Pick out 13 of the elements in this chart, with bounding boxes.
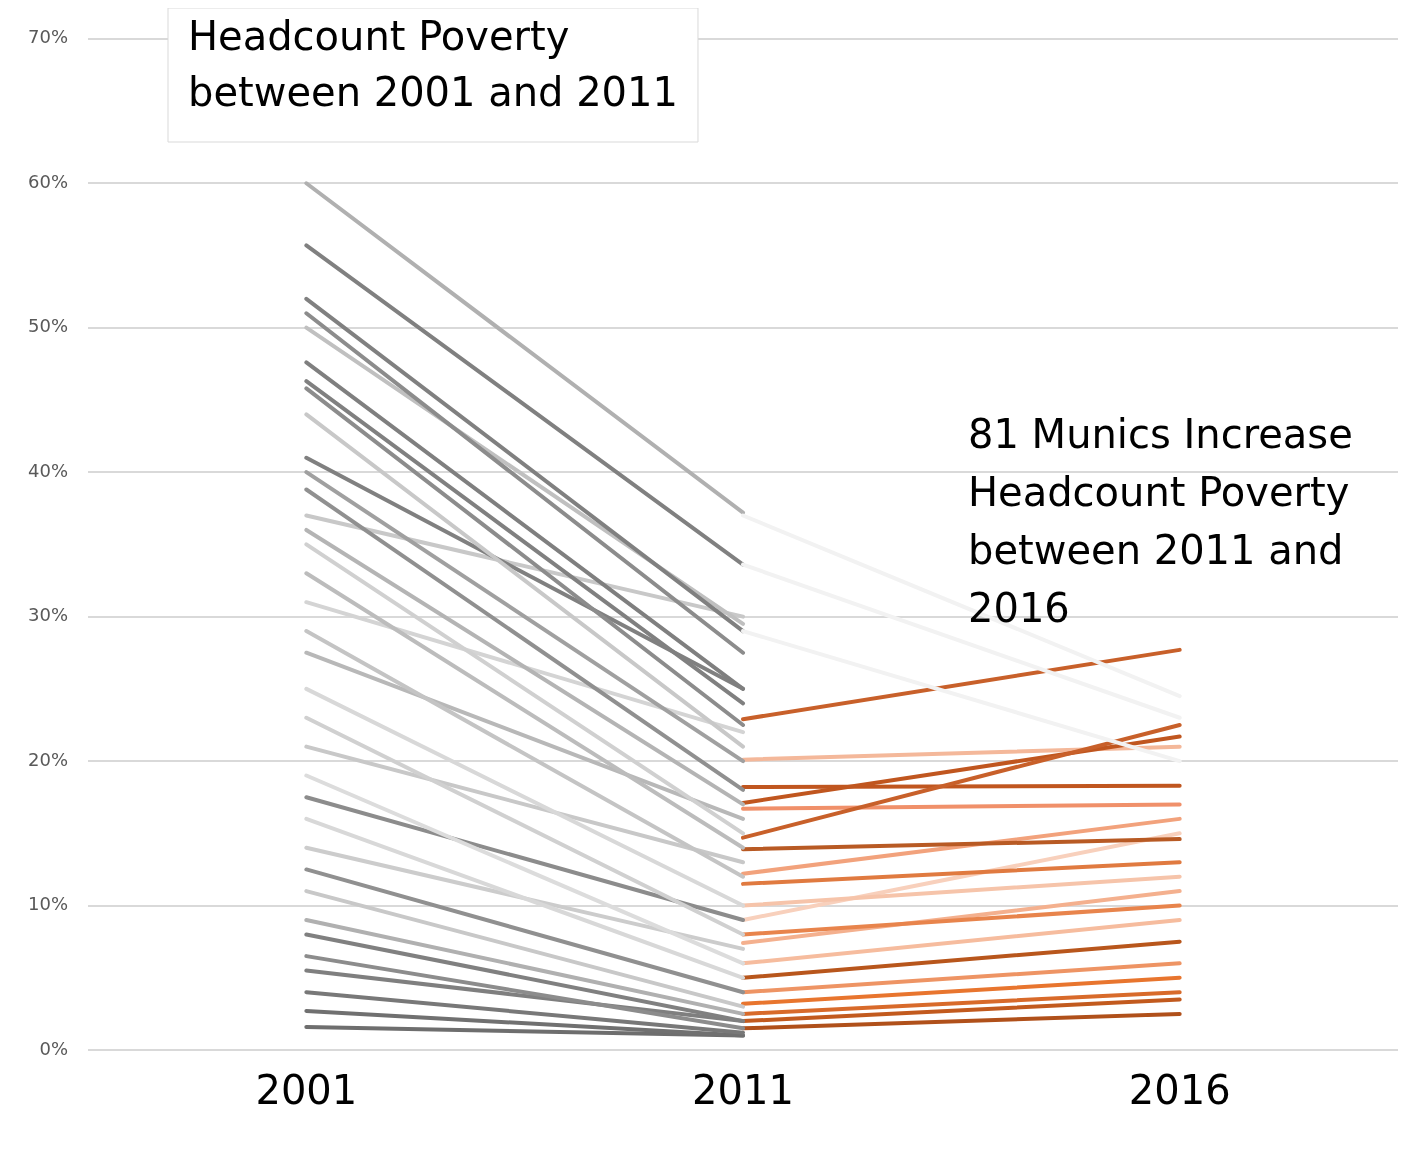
x-tick-label: 2001 [255,1067,358,1114]
y-tick-label: 40% [27,459,69,481]
y-tick-label: 50% [27,315,69,337]
x-tick-label: 2016 [1128,1067,1231,1114]
annotation: 81 Munics Increase Headcount Poverty between 2011 and 2016 [968,411,1353,632]
x-tick-label: 2011 [692,1067,794,1114]
y-tick-label: 30% [27,604,69,626]
y-tick-label: 20% [27,748,69,770]
y-tick-label: 10% [27,893,69,915]
annotation: Headcount Poverty between 2001 and 2011 [188,13,678,116]
y-tick-label: 70% [27,26,69,48]
y-tick-label: 0% [39,1037,69,1059]
y-tick-label: 60% [27,170,69,192]
